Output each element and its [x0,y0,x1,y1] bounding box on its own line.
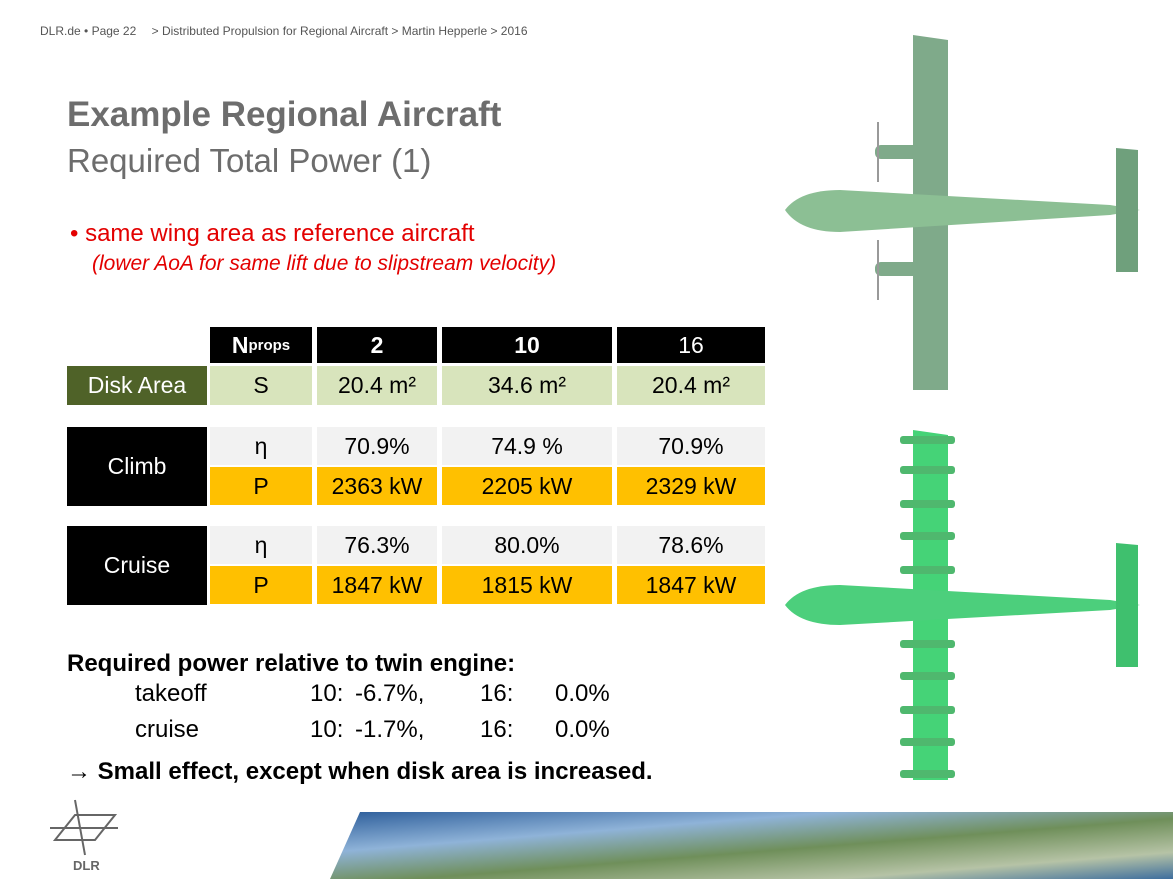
earth-banner [330,812,1173,879]
row-symbol: S [210,366,312,405]
table-cell: 74.9 % [442,427,612,465]
summary-text: 0.0% [555,680,610,708]
row-label: Disk Area [67,366,207,405]
group-label: Cruise [67,526,207,605]
column-header: 2 [317,327,437,363]
dlr-logo [50,800,118,855]
table-cell: 76.3% [317,526,437,564]
bullet-text: same wing area as reference aircraft [85,220,475,247]
table-cell: 70.9% [617,427,765,465]
summary-text: 16: [480,716,513,744]
table-cell: 2329 kW [617,467,765,505]
row-symbol: P [210,467,312,505]
column-header: 16 [617,327,765,363]
summary-text: 16: [480,680,513,708]
breadcrumb: > Distributed Propulsion for Regional Ai… [152,24,528,38]
table-cell: 1847 kW [617,566,765,604]
subtitle: Required Total Power (1) [67,142,431,180]
summary-text: 0.0% [555,716,610,744]
slide: DLR DLR.de • Page 22 > Distributed Propu… [0,0,1173,879]
conclusion: → Small effect, except when disk area is… [67,758,653,786]
summary-text: 10: [310,680,343,708]
summary-text: cruise [135,716,199,744]
site: DLR.de [40,24,81,38]
symbol-sub: props [248,337,290,354]
row-symbol: η [210,427,312,465]
title: Example Regional Aircraft [67,95,501,135]
header: DLR.de • Page 22 > Distributed Propulsio… [40,24,528,38]
logo-text: DLR [73,858,100,873]
table-cell: 2363 kW [317,467,437,505]
summary-text: -1.7%, [355,716,424,744]
bullet: • same wing area as reference aircraft [70,220,475,248]
table-cell: 20.4 m² [317,366,437,405]
table-cell: 1847 kW [317,566,437,604]
column-header: 10 [442,327,612,363]
table-cell: 1815 kW [442,566,612,604]
table-cell: 70.9% [317,427,437,465]
summary-text: takeoff [135,680,207,708]
summary-text: 10: [310,716,343,744]
group-label: Climb [67,427,207,506]
aircraft-distributed [785,430,1140,780]
row-symbol: η [210,526,312,564]
table-cell: 34.6 m² [442,366,612,405]
table-cell: 20.4 m² [617,366,765,405]
page-number: • Page 22 [84,24,136,38]
row-symbol: P [210,566,312,604]
table-cell: 2205 kW [442,467,612,505]
summary-heading: Required power relative to twin engine: [67,650,515,678]
aircraft-twin [785,35,1140,390]
symbol: N [232,332,249,359]
summary-text: -6.7%, [355,680,424,708]
bullet-note: (lower AoA for same lift due to slipstre… [92,252,556,276]
table-cell: 80.0% [442,526,612,564]
table-cell: 78.6% [617,526,765,564]
